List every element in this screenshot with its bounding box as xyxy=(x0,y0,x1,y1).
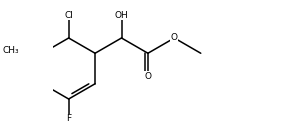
Text: O: O xyxy=(171,33,178,42)
Text: Cl: Cl xyxy=(64,11,73,20)
Text: O: O xyxy=(144,72,151,81)
Text: OH: OH xyxy=(115,11,128,20)
Text: F: F xyxy=(66,114,71,123)
Text: CH₃: CH₃ xyxy=(3,46,19,55)
